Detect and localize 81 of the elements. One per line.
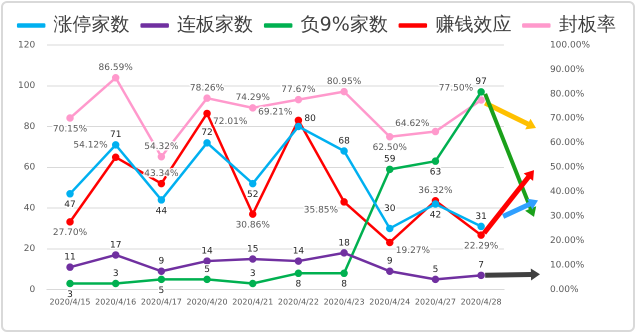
data-label: 77.67% — [281, 84, 316, 95]
x-tick-label: 2020/4/16 — [95, 297, 136, 306]
data-label: 3 — [67, 290, 73, 300]
x-tick-label: 2020/4/17 — [140, 297, 182, 306]
data-label: 47 — [64, 200, 76, 210]
y-tick-label: 100 — [18, 81, 36, 92]
y-tick-label: 60 — [24, 162, 36, 173]
y-tick-label: 0 — [29, 284, 36, 295]
y2-tick-label: 90.00% — [550, 64, 585, 75]
y2-tick-label: 10.00% — [550, 260, 585, 270]
y-tick-label: 40 — [24, 203, 36, 214]
data-label: 31 — [475, 212, 487, 222]
data-label: 63 — [430, 168, 442, 178]
y2-tick-label: 0.00% — [550, 284, 579, 295]
data-label: 80.95% — [326, 76, 362, 87]
data-label: 15 — [247, 244, 258, 254]
data-label: 30.86% — [236, 220, 270, 230]
data-label: 7 — [478, 260, 484, 271]
y2-tick-label: 30.00% — [550, 212, 585, 222]
y-tick-label: 120 — [18, 40, 36, 50]
y2-tick-label: 100.00% — [550, 40, 590, 50]
data-label: 5 — [432, 264, 438, 275]
legend-label: 封板率 — [558, 13, 616, 36]
x-tick-label: 2020/4/23 — [324, 297, 365, 306]
data-label: 5 — [204, 264, 210, 275]
data-label: 42 — [430, 210, 442, 220]
data-label: 35.85% — [304, 205, 339, 216]
data-label: 22.29% — [464, 241, 499, 252]
data-label: 30 — [384, 204, 396, 214]
x-tick-label: 2020/4/20 — [186, 297, 228, 306]
y2-tick-label: 60.00% — [550, 138, 585, 148]
y2-tick-label: 20.00% — [550, 236, 585, 246]
x-tick-label: 2020/4/27 — [414, 297, 456, 306]
data-label: 64.62% — [395, 118, 430, 129]
x-tick-label: 2020/4/21 — [232, 297, 274, 306]
x-tick-label: 2020/4/22 — [278, 297, 319, 306]
data-label: 71 — [110, 130, 122, 140]
data-label: 70.15% — [52, 124, 88, 134]
x-tick-label: 2020/4/24 — [369, 297, 410, 306]
data-label: 78.26% — [190, 84, 225, 94]
data-label: 14 — [201, 246, 214, 256]
data-label: 52 — [247, 190, 258, 200]
data-label: 8 — [341, 280, 348, 290]
data-label: 5 — [158, 286, 164, 296]
y2-tick-label: 50.00% — [550, 162, 585, 173]
data-label: 18 — [338, 238, 350, 248]
x-tick-label: 2020/4/28 — [460, 297, 502, 306]
y-tick-label: 20 — [24, 244, 36, 254]
data-label: 72 — [201, 128, 213, 138]
data-label: 86.59% — [98, 63, 134, 74]
data-label: 77.50% — [438, 83, 474, 94]
data-label: 54.12% — [73, 140, 108, 151]
y2-tick-label: 70.00% — [550, 114, 585, 124]
data-label: 27.70% — [52, 228, 88, 238]
legend-label: 连板家数 — [177, 13, 254, 36]
y2-tick-label: 40.00% — [550, 187, 585, 198]
y-tick-label: 80 — [24, 122, 36, 132]
data-label: 9 — [158, 256, 165, 267]
x-tick-label: 2020/4/15 — [50, 297, 91, 306]
data-label: 69.21% — [258, 108, 293, 118]
legend-label: 负9%家数 — [300, 13, 388, 36]
data-label: 19.27% — [396, 246, 431, 256]
data-label: 62.50% — [372, 143, 408, 154]
data-label: 3 — [112, 268, 119, 279]
data-label: 36.32% — [418, 186, 454, 196]
data-label: 74.29% — [236, 93, 270, 104]
data-label: 17 — [110, 240, 122, 250]
data-label: 44 — [156, 206, 168, 216]
data-label: 9 — [386, 256, 393, 267]
data-label: 68 — [338, 136, 350, 146]
data-label: 11 — [64, 252, 76, 263]
y2-tick-label: 80.00% — [550, 89, 585, 100]
legend-label: 赚钱效应 — [435, 13, 512, 36]
legend-label: 涨停家数 — [54, 13, 130, 36]
data-label: 80 — [304, 114, 316, 124]
data-label: 59 — [384, 154, 396, 165]
data-label: 72.01% — [213, 116, 248, 127]
data-label: 8 — [296, 280, 302, 290]
data-label: 97 — [475, 77, 487, 88]
data-label: 14 — [292, 246, 304, 256]
data-label: 3 — [250, 268, 256, 279]
